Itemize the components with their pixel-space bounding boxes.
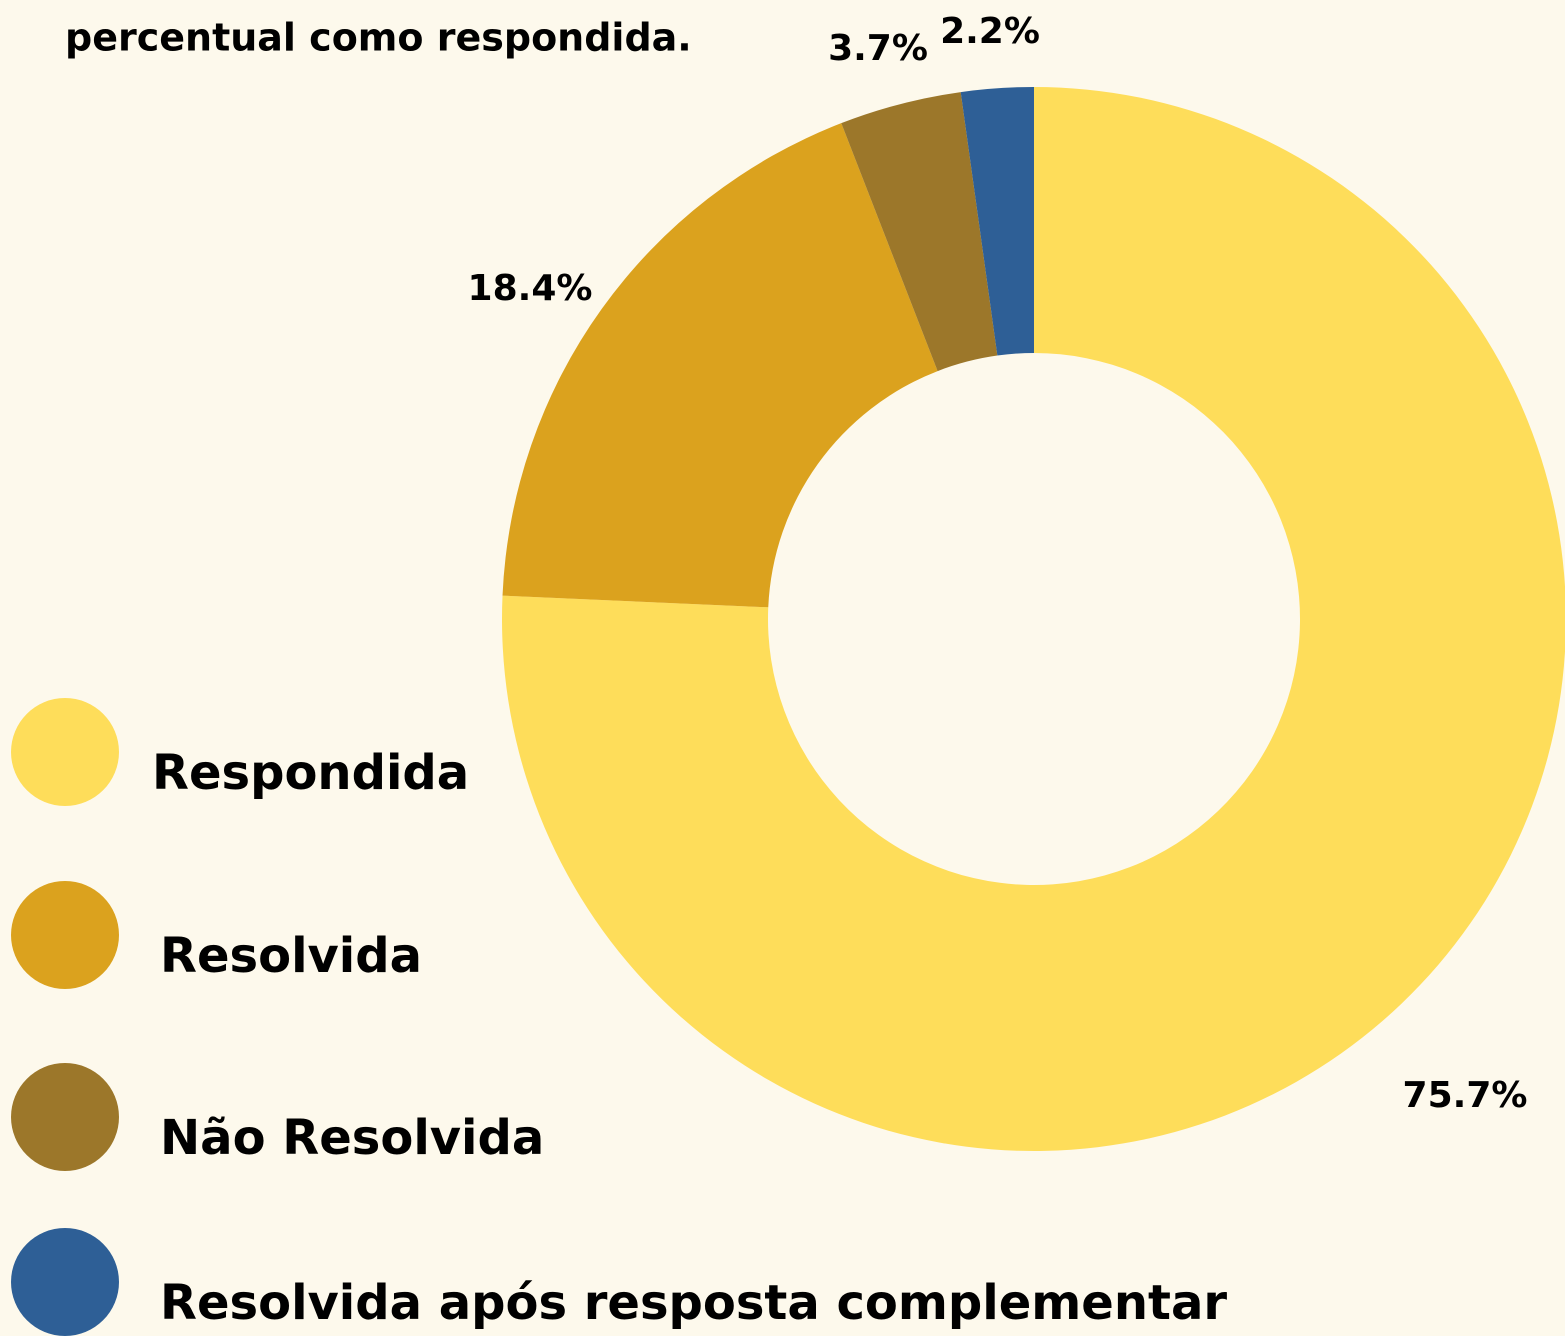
chart: percentual como respondida. 75.7% Respond…: [0, 0, 1565, 1336]
chart-title: percentual como respondida.: [65, 16, 692, 60]
data-label: 2.2%: [940, 11, 1040, 52]
legend-swatch: [11, 1228, 119, 1336]
legend-label: Resolvida após resposta complementar: [160, 1275, 1227, 1331]
legend-swatch: [11, 698, 119, 806]
legend-label: Respondida: [152, 745, 469, 801]
legend-label: Não Resolvida: [160, 1110, 544, 1166]
data-label: 18.4%: [468, 268, 593, 309]
data-label: 3.7%: [828, 28, 928, 69]
legend-swatch: [11, 1063, 119, 1171]
legend-swatch: [11, 881, 119, 989]
page: percentual como respondida. 75.7% Respond…: [0, 0, 1565, 1336]
data-label: 75.7%: [1403, 1075, 1528, 1116]
legend-label: Resolvida: [160, 928, 422, 984]
